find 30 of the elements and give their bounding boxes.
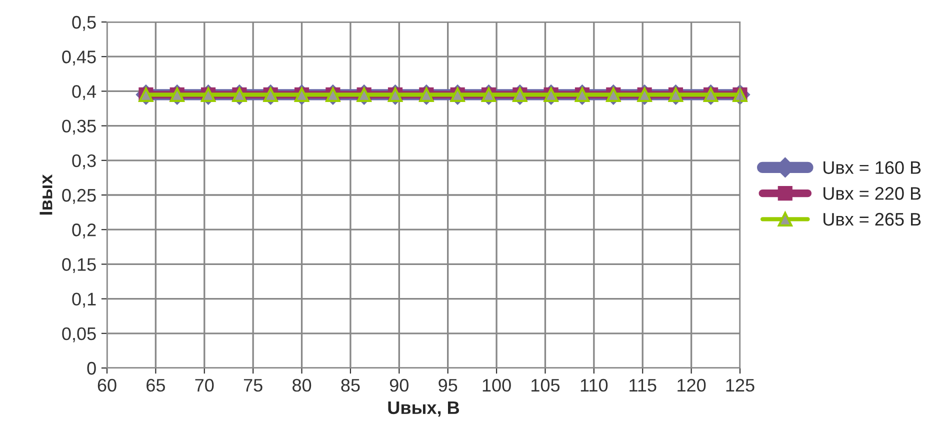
x-axis-title: Uвых, В [388, 401, 460, 417]
y-tick-label: 0,1 [72, 292, 96, 308]
y-tick-label: 0,35 [62, 120, 96, 135]
x-tick-label: 115 [630, 379, 656, 392]
y-tick-label: 0,3 [72, 154, 96, 170]
x-tick-label: 105 [532, 378, 560, 392]
x-tick-label: 110 [580, 378, 608, 392]
y-axis-title: Iвых [40, 174, 52, 215]
x-tick-label: 70 [195, 378, 214, 392]
x-tick-label: 90 [390, 378, 408, 392]
y-tick-label: 0,05 [62, 327, 96, 342]
y-tick-label: 0 [87, 362, 96, 375]
legend-label: Uвх = 265 В [824, 212, 921, 226]
y-tick-label: 0,15 [62, 258, 96, 274]
legend-label: Uвх = 220 В [824, 187, 921, 200]
x-tick-label: 60 [98, 378, 116, 392]
y-tick-label: 0,25 [62, 188, 96, 204]
y-tick-label: 0,5 [72, 16, 96, 31]
x-tick-label: 100 [482, 378, 511, 392]
x-tick-label: 125 [726, 378, 754, 392]
x-tick-label: 65 [146, 378, 165, 392]
y-tick-label: 0,2 [72, 224, 96, 238]
x-tick-label: 95 [438, 378, 458, 392]
x-tick-label: 120 [678, 378, 706, 392]
y-tick-label: 0,45 [62, 50, 96, 66]
legend-label: Uвх = 160 В [824, 161, 921, 174]
x-tick-label: 75 [244, 379, 262, 392]
y-tick-label: 0,4 [72, 85, 96, 100]
x-tick-label: 85 [341, 378, 360, 392]
x-tick-label: 80 [292, 378, 312, 392]
